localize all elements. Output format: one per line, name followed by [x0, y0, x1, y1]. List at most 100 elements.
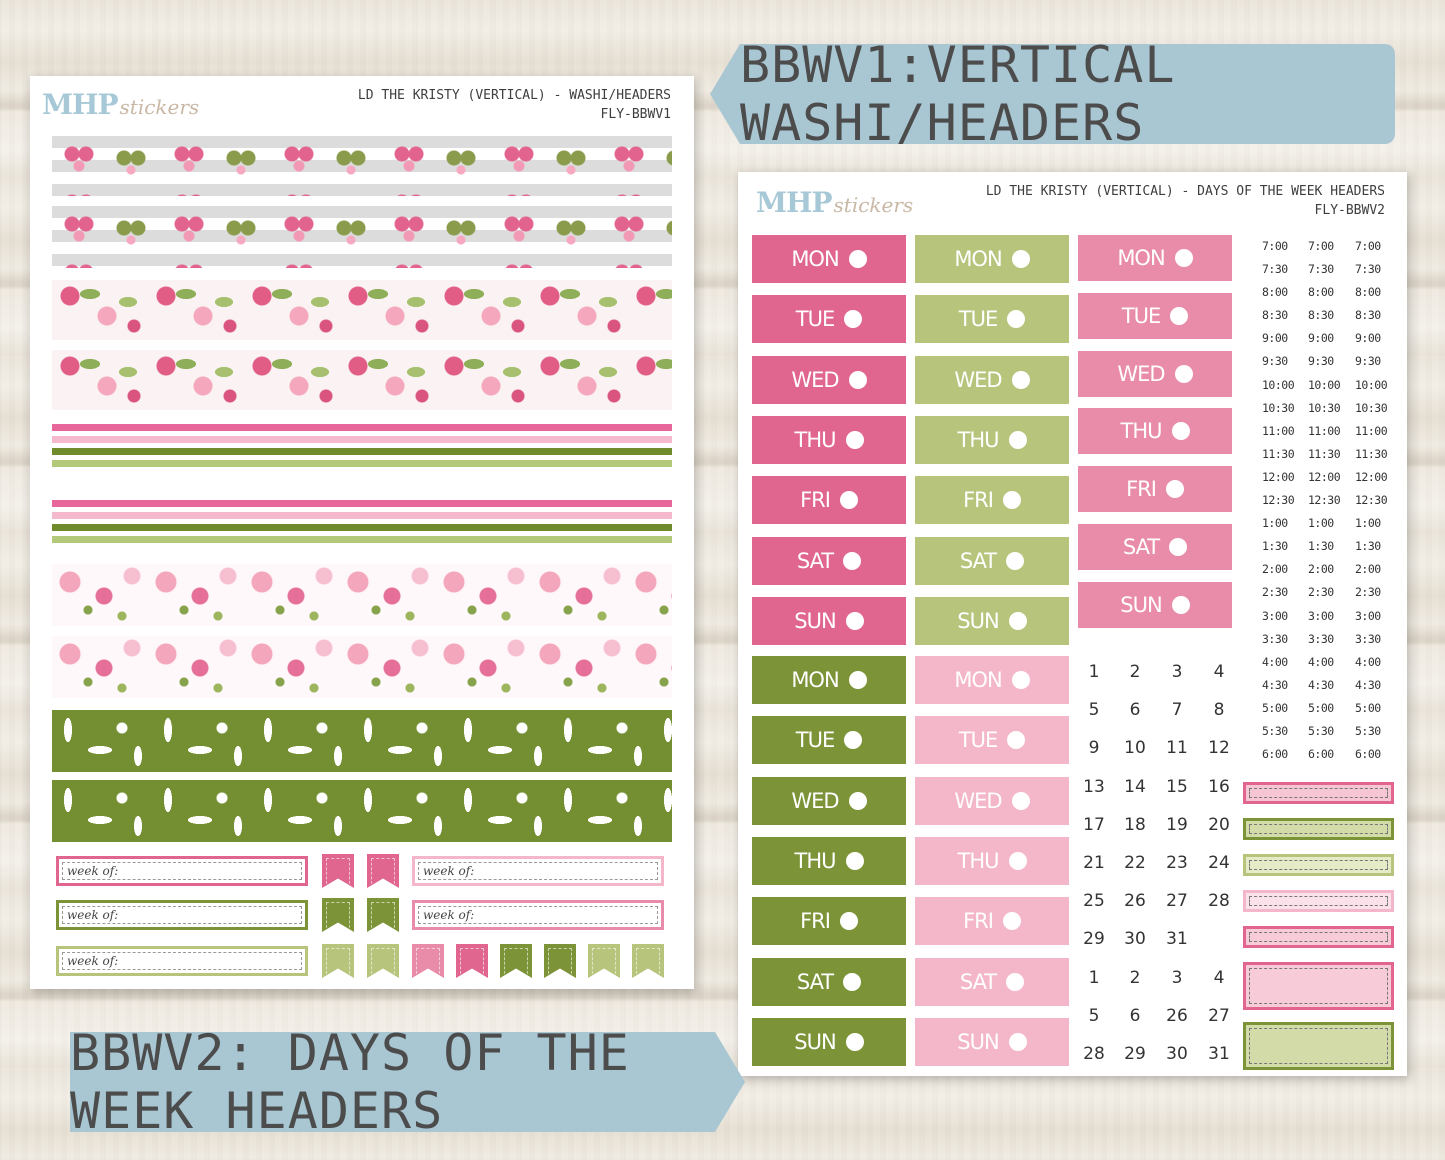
time-label: 4:00: [1262, 654, 1288, 669]
circle-icon: [1007, 731, 1026, 750]
time-label: 3:30: [1355, 631, 1381, 646]
date-number: 3: [1171, 967, 1183, 988]
time-label: 10:00: [1355, 377, 1388, 392]
time-label: 8:00: [1355, 285, 1381, 300]
time-label: 8:30: [1308, 308, 1334, 323]
day-label: MON: [954, 668, 1002, 692]
day-header-sage-sat: SAT: [915, 536, 1069, 585]
date-number: 14: [1124, 776, 1146, 797]
day-header-blush-sun: SUN: [915, 1017, 1069, 1066]
date-number: 3: [1171, 662, 1183, 682]
time-label: 7:30: [1308, 262, 1334, 277]
date-number: 9: [1088, 738, 1100, 759]
week-of-text: week of:: [67, 908, 119, 922]
date-number: 1: [1088, 967, 1100, 988]
circle-icon: [1006, 972, 1025, 991]
circle-icon: [839, 491, 858, 510]
date-number: 7: [1171, 700, 1183, 721]
time-label: 10:30: [1308, 400, 1341, 415]
day-label: THU: [957, 427, 1000, 452]
time-column-1: 7:00 7:30 8:00 8:30 9:00 9:30 10:00 10:30 11:00 1…: [1262, 235, 1295, 766]
day-header-blush-wed: WED: [915, 776, 1069, 825]
circle-icon: [1002, 491, 1021, 510]
sheet-left-title-line1: LD THE KRISTY (VERTICAL) - WASHI/HEADERS: [357, 88, 671, 103]
week-of-text: week of:: [67, 864, 119, 878]
highlight-bar-pink: [1243, 782, 1394, 804]
day-header-blush-thu: THU: [915, 836, 1069, 885]
date-number: 5: [1088, 700, 1100, 721]
time-label: 9:30: [1355, 354, 1381, 369]
highlight-box-pink: [1243, 962, 1394, 1010]
circle-icon: [1011, 791, 1030, 810]
mhp-logo: MHP stickers: [42, 88, 199, 121]
circle-icon: [845, 430, 864, 449]
week-of-label-olive: week of:: [56, 900, 308, 930]
banner-bbwv1: BBWV1:VERTICAL WASHI/HEADERS: [710, 44, 1395, 144]
washi-strip-floral-2: [52, 350, 672, 410]
week-of-label-blush: week of:: [412, 856, 664, 886]
circle-icon: [845, 851, 864, 870]
day-label: SAT: [959, 969, 997, 994]
day-header-blush-tue: TUE: [915, 716, 1069, 765]
washi-strip-butterfly-1: [52, 136, 672, 196]
day-label: FRI: [800, 488, 831, 513]
date-number: 27: [1208, 1005, 1230, 1026]
time-label: 1:30: [1308, 539, 1334, 554]
highlight-bar-pink-2: [1243, 926, 1394, 948]
time-label: 8:30: [1262, 308, 1288, 323]
day-header-blush-sat: SAT: [915, 957, 1069, 1006]
time-label: 1:00: [1308, 516, 1334, 531]
time-label: 5:30: [1355, 723, 1381, 738]
washi-strip-butterfly-2: [52, 206, 672, 268]
day-header-blush-fri: FRI: [915, 897, 1069, 946]
day-header-olive-mon: MON: [752, 656, 906, 704]
circle-icon: [1169, 538, 1188, 556]
date-number: 26: [1124, 891, 1146, 912]
washi-strip-leaves-2: [52, 780, 672, 842]
day-header-rose-sun: SUN: [1078, 581, 1232, 628]
day-label: WED: [954, 367, 1002, 392]
time-label: 6:00: [1308, 747, 1334, 762]
time-label: 7:30: [1262, 262, 1288, 277]
washi-strip-stripes-2: [52, 500, 672, 548]
time-label: 9:30: [1308, 354, 1334, 369]
day-label: TUE: [795, 728, 835, 753]
time-label: 9:00: [1308, 331, 1334, 346]
time-label: 11:30: [1308, 446, 1341, 461]
day-header-olive-thu: THU: [752, 836, 906, 885]
circle-icon: [1174, 249, 1193, 267]
week-of-label-sage: week of:: [56, 946, 308, 976]
day-label: SUN: [957, 608, 999, 633]
day-label: MON: [954, 247, 1002, 271]
circle-icon: [1007, 310, 1026, 329]
circle-icon: [1006, 551, 1025, 570]
week-of-text: week of:: [423, 864, 475, 878]
date-number: 12: [1208, 738, 1230, 759]
day-header-pink-sat: SAT: [752, 536, 906, 585]
logo-script: stickers: [119, 95, 200, 119]
washi-strip-floral-1: [52, 280, 672, 340]
time-label: 2:30: [1308, 585, 1334, 600]
day-header-pink-sun: SUN: [752, 596, 906, 645]
date-number: 20: [1208, 814, 1230, 835]
day-header-sage-thu: THU: [915, 415, 1069, 464]
highlight-bar-sage: [1243, 854, 1394, 876]
time-label: 1:00: [1262, 516, 1288, 531]
day-header-rose-tue: TUE: [1078, 292, 1232, 339]
logo-script: stickers: [833, 193, 914, 217]
logo-main: MHP: [756, 186, 833, 219]
time-column-2: 7:00 7:30 8:00 8:30 9:00 9:30 10:00 10:30 11:00 1…: [1308, 235, 1341, 766]
time-label: 6:00: [1355, 747, 1381, 762]
date-number: 2: [1129, 662, 1141, 682]
time-label: 12:30: [1355, 493, 1388, 508]
week-of-label-pink: week of:: [56, 856, 308, 886]
date-number: 18: [1124, 814, 1146, 835]
time-label: 12:30: [1308, 493, 1341, 508]
sheet-right-sku: FLY-BBWV2: [1314, 203, 1385, 218]
day-header-sage-fri: FRI: [915, 476, 1069, 525]
time-label: 11:30: [1262, 446, 1295, 461]
circle-icon: [1008, 430, 1027, 449]
time-label: 7:30: [1355, 262, 1381, 277]
time-label: 4:00: [1355, 654, 1381, 669]
day-label: SUN: [957, 1029, 999, 1054]
